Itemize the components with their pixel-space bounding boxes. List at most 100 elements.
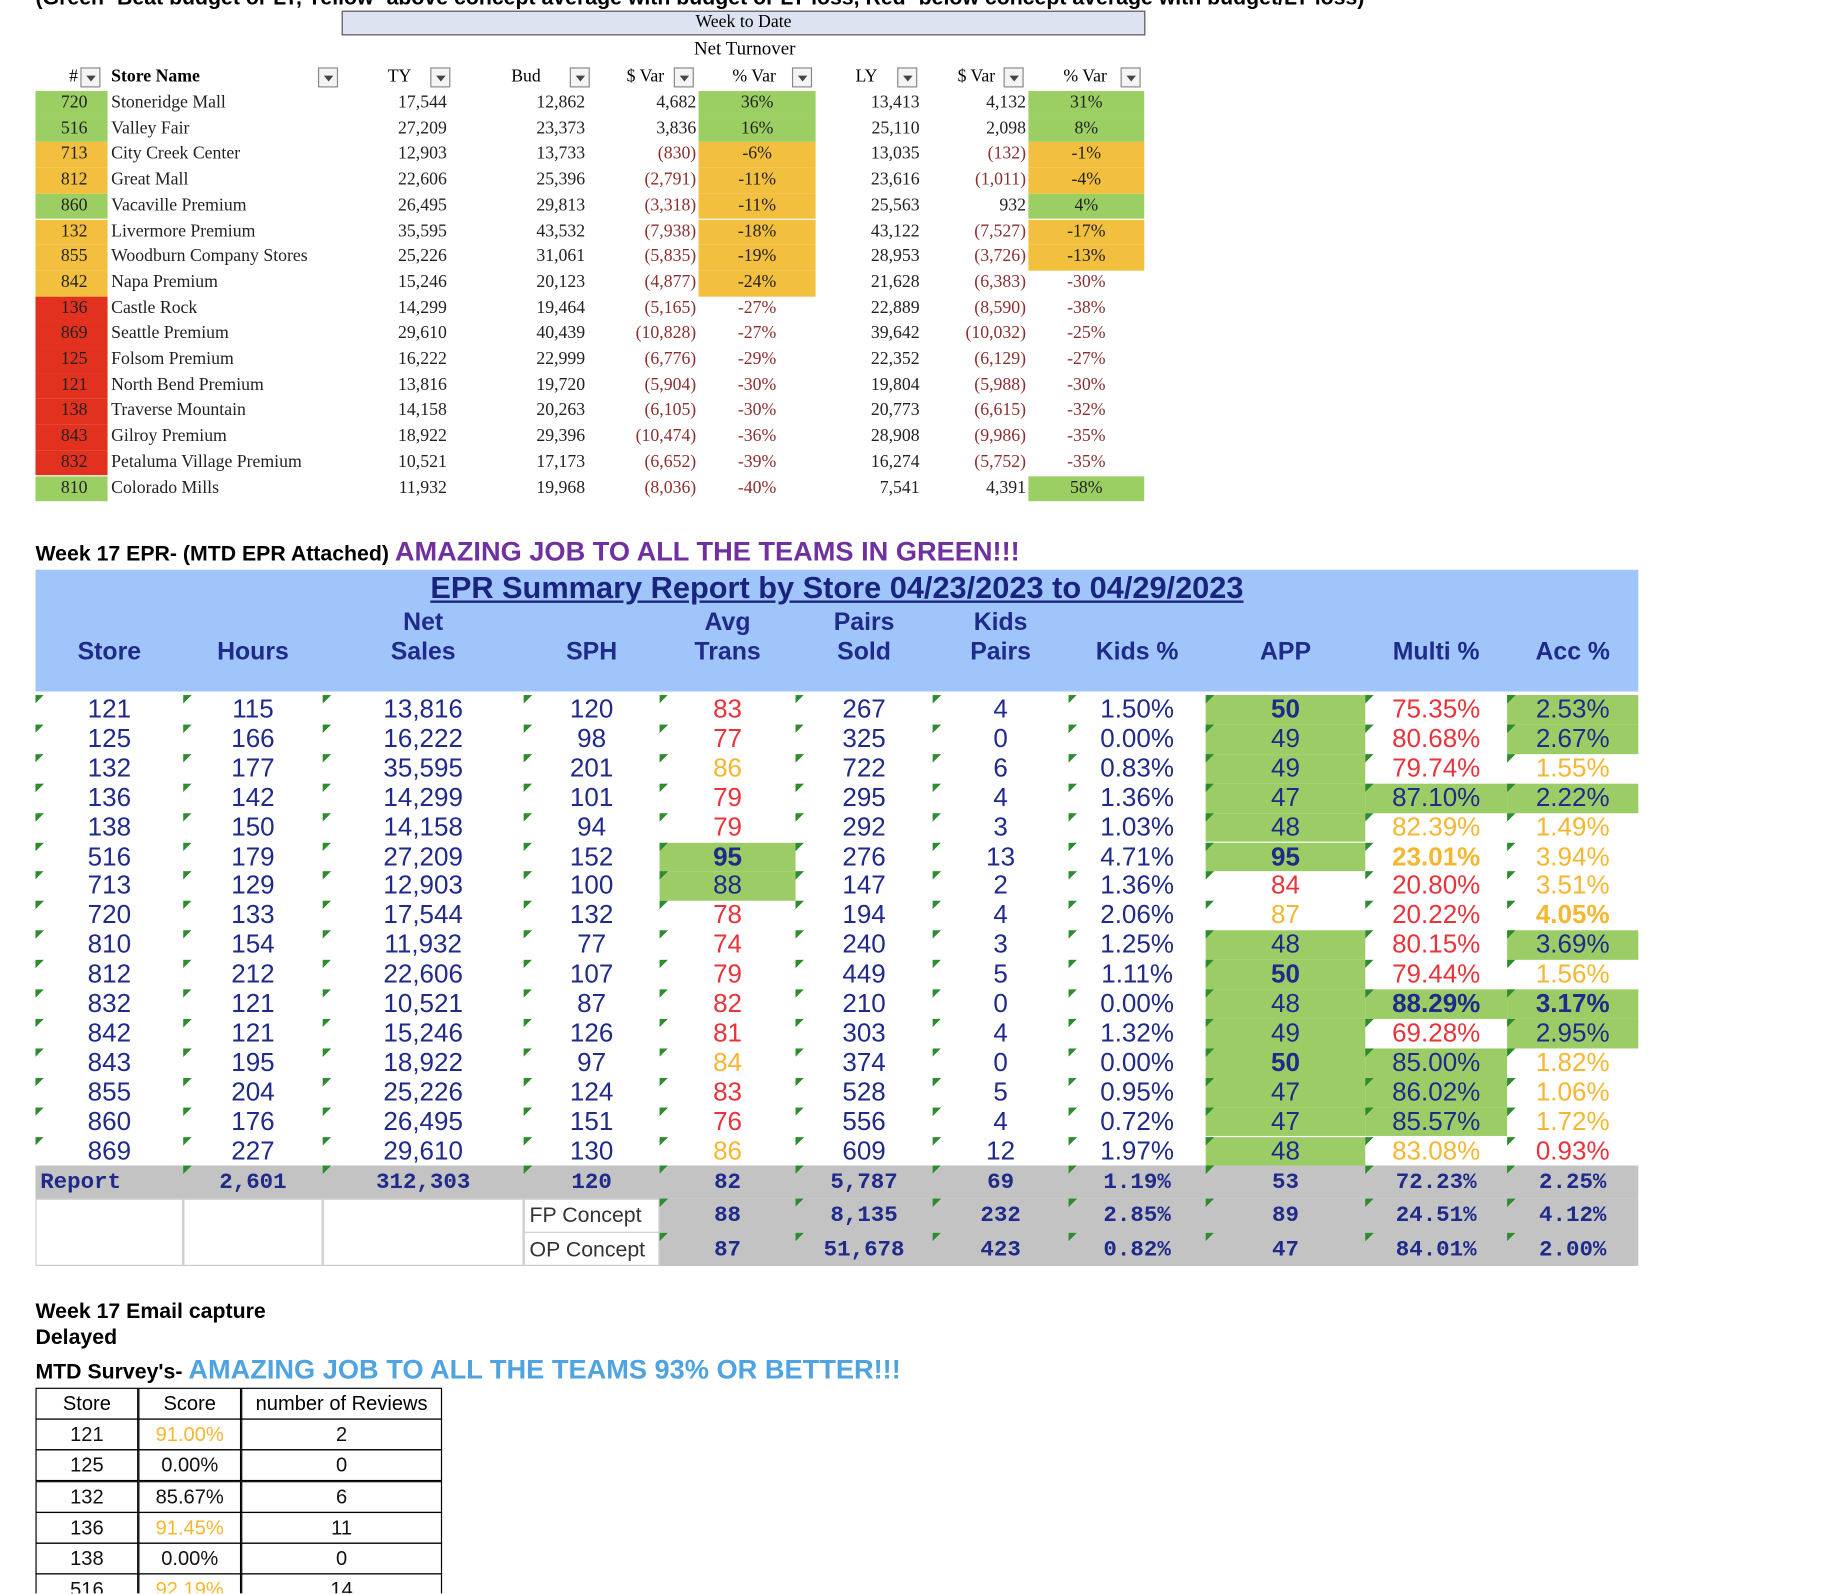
cell: 88 [659, 871, 796, 902]
filter-button [569, 67, 590, 88]
store-flag [35, 424, 108, 451]
cell: 14,299 [322, 782, 524, 813]
cell: 842 [60, 272, 88, 292]
cell: 48 [1205, 929, 1366, 960]
cell: 136 [35, 1511, 139, 1544]
cell: 0 [932, 1047, 1069, 1078]
cell: 47 [1205, 1106, 1366, 1137]
cell: 151 [523, 1106, 660, 1137]
cell: 82 [659, 988, 796, 1019]
cell: 125 [35, 723, 184, 754]
summary-cell: 53 [1205, 1165, 1366, 1199]
column-header: SPH [566, 638, 618, 666]
filter-button [317, 67, 339, 88]
column-header: Store Name [111, 67, 200, 87]
cell: -25% [1067, 324, 1106, 344]
cell: 50 [1205, 1047, 1366, 1078]
cell: 74 [659, 929, 796, 960]
cell: 1.03% [1068, 812, 1206, 843]
cell-border [523, 1231, 660, 1233]
cell: 17,173 [536, 452, 586, 472]
cell: -30% [737, 401, 777, 421]
cell: Vacaville Premium [111, 195, 247, 215]
summary-cell: 312,303 [322, 1165, 524, 1199]
cell: 87 [1205, 900, 1366, 931]
variance-flag [1028, 142, 1145, 168]
epr-heading-text: Week 17 EPR- (MTD EPR Attached) [35, 541, 389, 566]
cell: (5,904) [644, 375, 697, 395]
cell: 35,595 [322, 753, 524, 784]
cell: (5,988) [974, 375, 1027, 395]
cell: -39% [737, 452, 777, 472]
cell: -30% [1067, 272, 1106, 292]
cell: 3.94% [1507, 841, 1639, 872]
cell: 4.05% [1507, 900, 1639, 931]
cell: 121 [60, 375, 88, 395]
cell: 27,209 [322, 841, 524, 872]
cell: 94 [523, 812, 660, 843]
cell: 528 [795, 1077, 933, 1108]
cell: 132 [35, 753, 184, 784]
cell: 204 [183, 1077, 323, 1108]
cell: -11% [738, 195, 776, 215]
cell: 516 [35, 841, 184, 872]
summary-cell: 51,678 [795, 1232, 933, 1267]
cell: 4 [932, 1018, 1069, 1049]
epr-heading: Week 17 EPR- (MTD EPR Attached) AMAZING … [35, 535, 1019, 567]
cell: 121 [35, 694, 184, 725]
cell: -27% [1067, 349, 1106, 369]
cell: 4% [1074, 195, 1099, 215]
cell: 47 [1205, 1077, 1366, 1108]
cell: 609 [795, 1135, 933, 1166]
cell: 860 [60, 195, 88, 215]
cell: 0.72% [1068, 1106, 1206, 1137]
cell: 14,158 [322, 812, 524, 843]
summary-cell: 88 [659, 1198, 796, 1233]
cell: (9,986) [974, 426, 1027, 446]
summary-cell: 5,787 [795, 1165, 933, 1199]
cell: 97 [523, 1047, 660, 1078]
store-flag [35, 244, 108, 271]
cell: Gilroy Premium [111, 426, 227, 446]
cell: 49 [1205, 1018, 1366, 1049]
store-flag [35, 296, 108, 322]
cell: 12,903 [322, 871, 524, 902]
variance-flag [698, 116, 816, 143]
cell: 35,595 [398, 221, 447, 241]
cell: 22,999 [536, 349, 586, 369]
cell: 95 [659, 841, 796, 872]
filter-button [430, 67, 451, 88]
cell: 292 [795, 812, 933, 843]
cell: 11,932 [398, 478, 447, 498]
cell: 194 [795, 900, 933, 931]
cell: 43,122 [870, 221, 920, 241]
cell: 720 [60, 93, 88, 113]
cell: 812 [60, 170, 88, 190]
variance-flag [1028, 219, 1145, 245]
cell: 3.51% [1507, 871, 1639, 902]
cell: (4,877) [644, 272, 697, 292]
column-header: number of Reviews [241, 1387, 443, 1420]
column-header: Bud [511, 67, 541, 87]
cell: Great Mall [111, 170, 189, 190]
cell: 4,682 [656, 93, 697, 113]
cell: (10,032) [965, 324, 1027, 344]
cell: 4 [932, 900, 1069, 931]
cell: 15,246 [398, 272, 447, 292]
cell: 49 [1205, 753, 1366, 784]
cell: 4,391 [986, 478, 1027, 498]
cell-border [35, 1198, 184, 1266]
cell: 12,862 [536, 93, 586, 113]
cell: 1.36% [1068, 782, 1206, 813]
cell: 47 [1205, 782, 1366, 813]
cell: 2.95% [1507, 1018, 1639, 1049]
filter-button [897, 67, 918, 88]
column-header: LY [855, 67, 878, 87]
cell: 19,804 [870, 375, 920, 395]
cell: Woodburn Company Stores [111, 247, 308, 267]
cell: 843 [60, 426, 88, 446]
cell: 1.56% [1507, 959, 1639, 990]
store-flag [35, 116, 108, 143]
cell: 22,889 [870, 298, 920, 318]
cell: 25,226 [322, 1077, 524, 1108]
